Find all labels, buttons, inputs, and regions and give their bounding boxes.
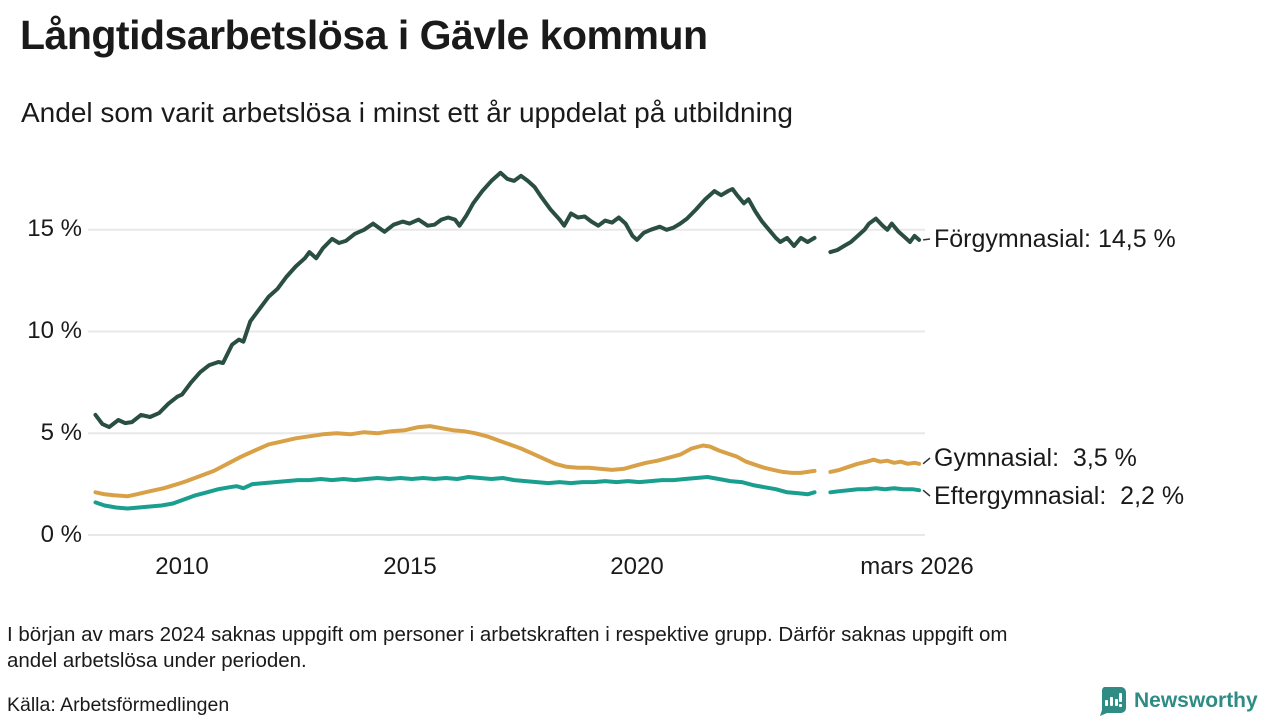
series-label-gymnasial: Gymnasial: 3,5 %: [934, 444, 1137, 472]
newsworthy-logo-icon: [1100, 687, 1126, 716]
footnote-line-1: I början av mars 2024 saknas uppgift om …: [7, 623, 1008, 646]
series-label-eftergymnasial: Eftergymnasial: 2,2 %: [934, 482, 1185, 510]
x-axis-tick-2020: 2020: [610, 553, 664, 580]
gridlines: [88, 228, 925, 536]
page-subtitle: Andel som varit arbetslösa i minst ett å…: [21, 97, 793, 128]
x-axis-tick-2010: 2010: [155, 553, 209, 580]
y-axis-tick-10: 10 %: [27, 317, 82, 344]
annotation-connectors: [922, 238, 931, 497]
y-axis-tick-0: 0 %: [40, 521, 82, 548]
source-label: Källa: Arbetsförmedlingen: [7, 694, 230, 716]
y-axis-tick-5: 5 %: [40, 419, 82, 446]
page-title: Långtidsarbetslösa i Gävle kommun: [20, 12, 708, 58]
series-label-forgymnasial: Förgymnasial: 14,5 %: [934, 225, 1176, 253]
newsworthy-brand-name: Newsworthy: [1134, 689, 1258, 712]
x-axis-tick-mars-2026: mars 2026: [860, 553, 974, 580]
series-lines: [93, 170, 922, 511]
y-axis-tick-15: 15 %: [27, 215, 82, 242]
footnote-line-2: andel arbetslösa under perioden.: [7, 649, 307, 672]
x-axis-tick-2015: 2015: [383, 553, 437, 580]
newsworthy-brand: Newsworthy: [1098, 686, 1258, 716]
